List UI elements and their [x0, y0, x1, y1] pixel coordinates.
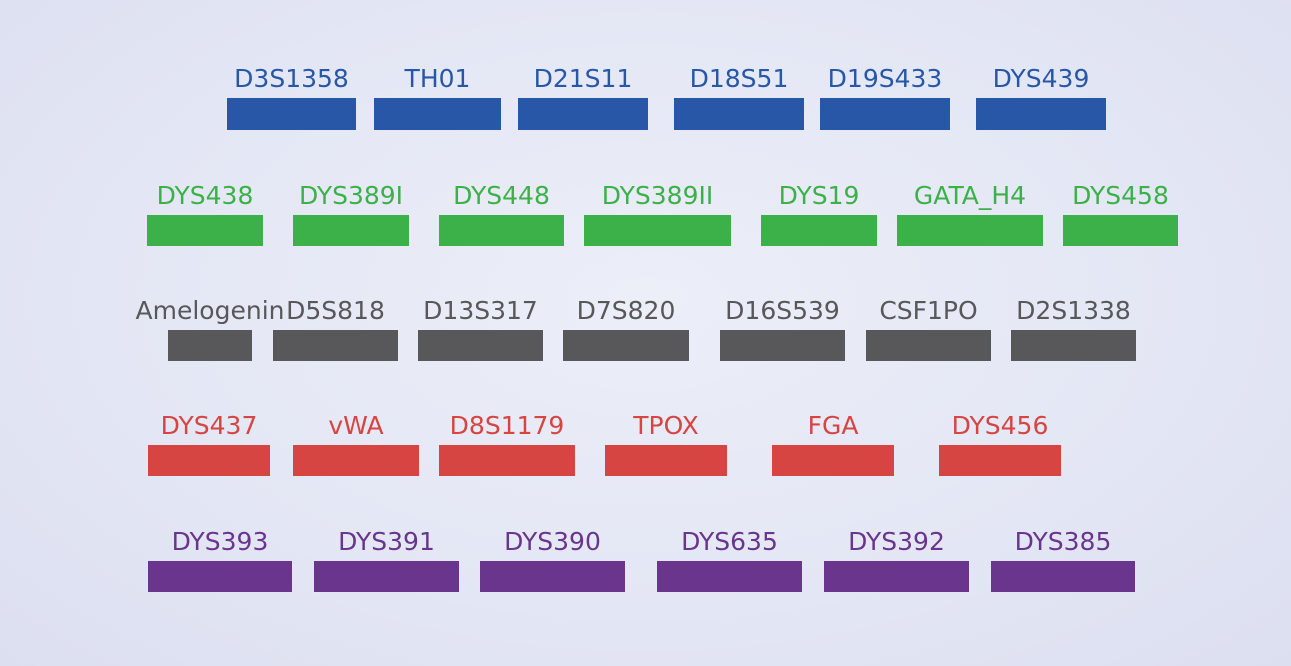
marker-bar	[563, 330, 689, 361]
marker-dys389ii: DYS389II	[584, 181, 731, 246]
marker-dys439: DYS439	[976, 64, 1106, 130]
marker-dys448: DYS448	[439, 181, 564, 246]
marker-label: DYS393	[171, 527, 269, 556]
marker-bar	[314, 561, 459, 592]
marker-th01: TH01	[374, 64, 501, 130]
marker-dys438: DYS438	[147, 181, 263, 246]
marker-bar	[991, 561, 1135, 592]
marker-bar	[168, 330, 252, 361]
marker-dys389i: DYS389I	[293, 181, 409, 246]
marker-d8s1179: D8S1179	[439, 411, 575, 476]
marker-dys385: DYS385	[991, 527, 1135, 592]
marker-label: TPOX	[633, 411, 699, 440]
marker-label: vWA	[328, 411, 384, 440]
marker-bar	[418, 330, 543, 361]
marker-label: DYS389II	[601, 181, 714, 210]
marker-label: DYS389I	[298, 181, 404, 210]
marker-csf1po: CSF1PO	[866, 296, 991, 361]
marker-bar	[1063, 215, 1178, 246]
marker-label: D19S433	[827, 64, 943, 93]
marker-dys458: DYS458	[1063, 181, 1178, 246]
marker-bar	[480, 561, 625, 592]
marker-d3s1358: D3S1358	[227, 64, 356, 130]
marker-label: D21S11	[533, 64, 633, 93]
marker-label: D5S818	[286, 296, 385, 325]
marker-d16s539: D16S539	[720, 296, 845, 361]
marker-bar	[439, 215, 564, 246]
marker-dys392: DYS392	[824, 527, 969, 592]
marker-dys635: DYS635	[657, 527, 802, 592]
marker-label: D2S1338	[1016, 296, 1131, 325]
marker-bar	[605, 445, 727, 476]
marker-label: DYS635	[681, 527, 778, 556]
marker-dys437: DYS437	[148, 411, 270, 476]
marker-bar	[674, 98, 804, 130]
marker-label: DYS448	[453, 181, 550, 210]
marker-d19s433: D19S433	[820, 64, 950, 130]
marker-amelogenin: Amelogenin	[136, 296, 284, 361]
marker-label: DYS458	[1072, 181, 1169, 210]
marker-bar	[720, 330, 845, 361]
marker-bar	[772, 445, 894, 476]
marker-bar	[148, 561, 292, 592]
marker-label: D13S317	[423, 296, 538, 325]
marker-label: DYS439	[992, 64, 1090, 93]
marker-d13s317: D13S317	[418, 296, 543, 361]
marker-label: D8S1179	[449, 411, 565, 440]
marker-bar	[897, 215, 1043, 246]
marker-d7s820: D7S820	[563, 296, 689, 361]
marker-bar	[761, 215, 877, 246]
marker-dys19: DYS19	[761, 181, 877, 246]
marker-label: CSF1PO	[879, 296, 978, 325]
marker-bar	[939, 445, 1061, 476]
marker-dys456: DYS456	[939, 411, 1061, 476]
marker-bar	[657, 561, 802, 592]
marker-label: D18S51	[689, 64, 789, 93]
marker-vwa: vWA	[293, 411, 419, 476]
marker-label: D16S539	[725, 296, 840, 325]
marker-label: D3S1358	[234, 64, 349, 93]
marker-bar	[824, 561, 969, 592]
marker-tpox: TPOX	[605, 411, 727, 476]
marker-bar	[1011, 330, 1136, 361]
marker-label: DYS437	[160, 411, 258, 440]
marker-label: GATA_H4	[913, 181, 1027, 210]
marker-dys391: DYS391	[314, 527, 459, 592]
marker-bar	[293, 215, 409, 246]
marker-bar	[518, 98, 648, 130]
marker-bar	[147, 215, 263, 246]
marker-bar	[374, 98, 501, 130]
marker-label: DYS391	[338, 527, 435, 556]
marker-label: Amelogenin	[135, 296, 285, 325]
marker-label: DYS385	[1014, 527, 1112, 556]
marker-bar	[584, 215, 731, 246]
marker-fga: FGA	[772, 411, 894, 476]
marker-dys393: DYS393	[148, 527, 292, 592]
marker-bar	[820, 98, 950, 130]
marker-bar	[293, 445, 419, 476]
marker-d18s51: D18S51	[674, 64, 804, 130]
marker-bar	[976, 98, 1106, 130]
marker-bar	[866, 330, 991, 361]
marker-label: DYS392	[848, 527, 945, 556]
marker-bar	[439, 445, 575, 476]
marker-bar	[148, 445, 270, 476]
marker-bar	[273, 330, 398, 361]
marker-label: FGA	[807, 411, 859, 440]
marker-bar	[227, 98, 356, 130]
marker-label: DYS438	[156, 181, 254, 210]
marker-label: D7S820	[576, 296, 676, 325]
marker-label: DYS456	[951, 411, 1049, 440]
marker-label: DYS390	[504, 527, 601, 556]
marker-label: TH01	[404, 64, 471, 93]
marker-gata-h4: GATA_H4	[897, 181, 1043, 246]
marker-d21s11: D21S11	[518, 64, 648, 130]
marker-d5s818: D5S818	[273, 296, 398, 361]
marker-label: DYS19	[778, 181, 860, 210]
marker-dys390: DYS390	[480, 527, 625, 592]
marker-d2s1338: D2S1338	[1011, 296, 1136, 361]
